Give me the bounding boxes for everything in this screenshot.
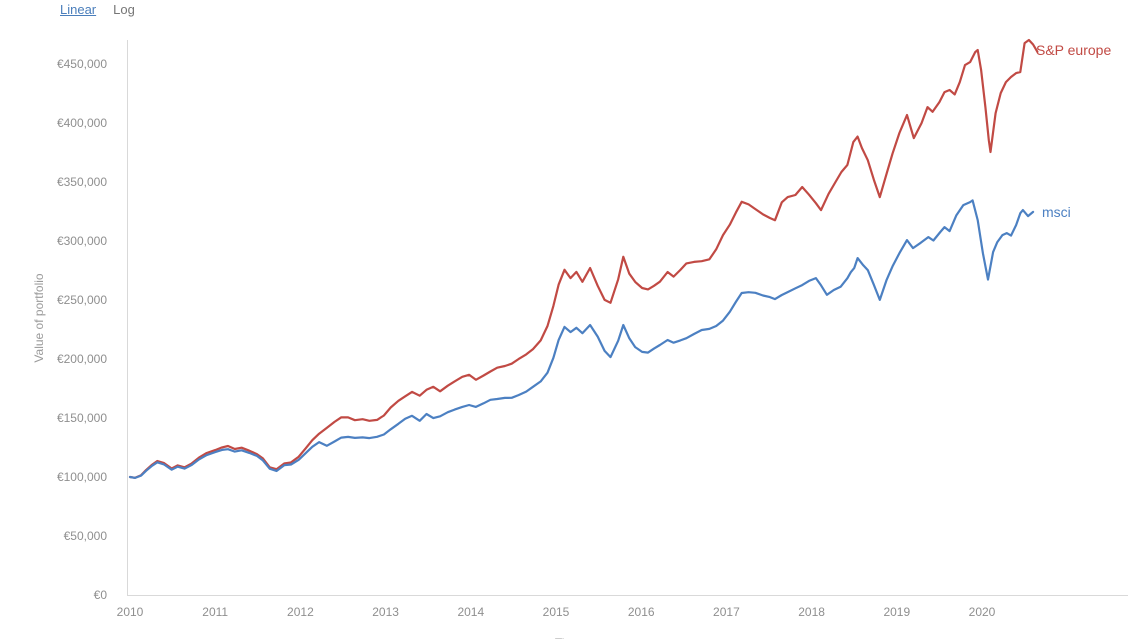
x-tick-label: 2015 [543, 605, 570, 619]
x-tick-label: 2014 [457, 605, 484, 619]
sp-europe-line [128, 38, 1039, 479]
y-tick-label: €400,000 [57, 116, 107, 130]
y-tick-label: €350,000 [57, 175, 107, 189]
linear-scale-link[interactable]: Linear [60, 2, 97, 17]
scale-toggle: Linear Log [60, 2, 135, 17]
series-label-msci: msci [1042, 204, 1071, 220]
y-tick-label: €150,000 [57, 411, 107, 425]
log-scale-link[interactable]: Log [113, 2, 135, 17]
y-tick-label: €100,000 [57, 470, 107, 484]
series-label-sp-europe: S&P europe [1036, 42, 1112, 58]
msci-line [128, 199, 1035, 479]
x-tick-label: 2013 [372, 605, 399, 619]
x-tick-label: 2016 [628, 605, 655, 619]
y-tick-label: €200,000 [57, 352, 107, 366]
y-tick-label: €300,000 [57, 234, 107, 248]
y-tick-label: €50,000 [64, 529, 108, 543]
y-tick-label: €450,000 [57, 57, 107, 71]
x-tick-label: 2012 [287, 605, 314, 619]
x-tick-label: 2011 [202, 605, 228, 619]
y-axis-title: Value of portfolio [32, 273, 46, 362]
x-tick-label: 2020 [969, 605, 996, 619]
x-tick-label: 2010 [117, 605, 144, 619]
y-tick-label: €250,000 [57, 293, 107, 307]
x-tick-label: 2017 [713, 605, 740, 619]
y-tick-label: €0 [94, 588, 108, 602]
x-axis-title: Time [555, 636, 582, 639]
x-tick-label: 2019 [883, 605, 910, 619]
x-tick-label: 2018 [798, 605, 825, 619]
